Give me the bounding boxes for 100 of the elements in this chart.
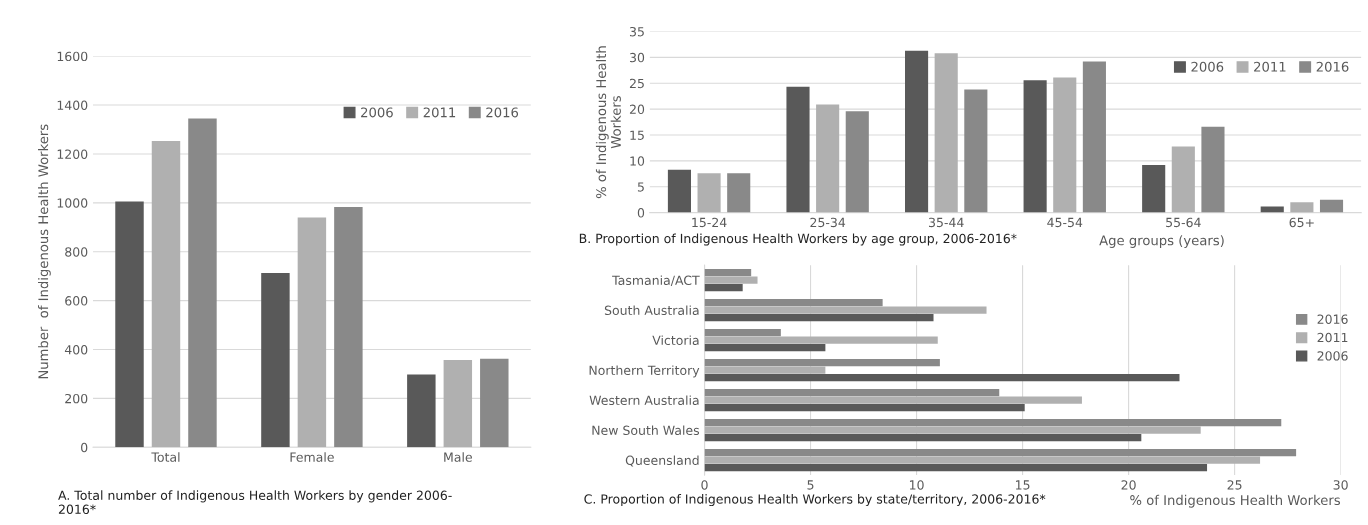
legend-label: 2006	[1191, 61, 1224, 72]
x-tick-label: 10	[909, 480, 924, 490]
bar	[443, 360, 473, 448]
y-tick-label: 35	[629, 26, 644, 37]
bar	[334, 207, 363, 448]
x-axis-title: % of Indigenous Health Workers	[1130, 494, 1340, 508]
bar	[667, 169, 691, 213]
x-tick-label: 35-44	[928, 217, 964, 228]
bar	[115, 201, 144, 448]
legend-label: 2016	[1317, 314, 1348, 324]
bar	[964, 89, 988, 213]
bar	[480, 358, 509, 448]
y-tick-label: 30	[629, 52, 645, 63]
bar	[704, 426, 1201, 434]
bar	[1142, 165, 1166, 213]
bar	[704, 344, 826, 352]
bar	[1201, 126, 1225, 213]
y-tick-label: South Australia	[604, 305, 699, 316]
y-tick-label: Victoria	[652, 335, 699, 346]
x-tick-label: 65+	[1289, 217, 1314, 228]
bar	[786, 86, 810, 213]
y-tick-label: 800	[65, 247, 88, 257]
bar	[297, 217, 327, 448]
y-tick-label: Western Australia	[589, 395, 699, 406]
bar	[704, 299, 883, 307]
bar	[151, 141, 181, 448]
y-tick-label: 0	[637, 208, 645, 218]
bar	[704, 359, 940, 367]
y-tick-label: 1000	[57, 198, 88, 208]
y-tick-label: 400	[64, 344, 88, 355]
y-tick-label: Northern Territory	[589, 365, 700, 378]
bar	[697, 173, 721, 213]
y-tick-label: 1400	[57, 100, 88, 110]
y-axis-title: Number of Indigenous Health Workers	[38, 124, 51, 379]
y-tick-label: 200	[65, 393, 88, 404]
y-tick-label: 1200	[57, 149, 88, 159]
bar	[704, 464, 1208, 472]
bar	[704, 284, 743, 292]
x-tick-label: 0	[701, 480, 708, 490]
y-tick-label: 10	[630, 156, 645, 166]
bar	[1319, 199, 1344, 213]
bar	[1171, 146, 1195, 213]
y-tick-label: 5	[637, 182, 644, 192]
bar	[704, 419, 1282, 427]
x-tick-label: 55-64	[1166, 217, 1201, 228]
bar	[704, 306, 987, 314]
bar	[1260, 206, 1284, 213]
x-tick-label: 15	[1016, 480, 1030, 490]
bar	[407, 374, 436, 448]
legend-label: 2011	[1317, 332, 1348, 343]
x-tick-label: 15-24	[692, 217, 727, 228]
y-tick-label: 25	[629, 78, 644, 89]
bar	[845, 111, 869, 213]
legend-label: 2011	[1254, 61, 1286, 72]
x-tick-label: 25-34	[810, 217, 846, 228]
x-tick-label: 5	[807, 480, 814, 490]
legend-label: 2006	[1317, 351, 1348, 361]
y-axis-title: % of Indigenous Health Workers	[595, 46, 621, 199]
y-tick-label: New South Wales	[592, 425, 700, 436]
legend-label: 2006	[361, 107, 393, 118]
y-tick-label: 600	[65, 296, 88, 306]
bar	[704, 389, 1000, 397]
x-tick-label: Total	[151, 452, 180, 462]
bar	[704, 336, 938, 344]
bar	[905, 50, 929, 213]
bar	[704, 276, 758, 284]
x-tick-label: Female	[290, 452, 334, 462]
bar	[1082, 61, 1106, 213]
bar	[704, 269, 752, 277]
text: A. Total number of Indigenous Health Workers by gender 2006- 2016*	[58, 490, 452, 514]
x-tick-label: 25	[1227, 480, 1242, 490]
bar	[704, 434, 1142, 442]
bar	[816, 104, 840, 213]
legend-label: 2016	[486, 107, 519, 118]
text: B. Proportion of Indigenous Health Workers by age group, 2006-2016*	[579, 233, 1017, 246]
bar	[704, 329, 781, 337]
x-axis-title: Age groups (years)	[1099, 235, 1224, 248]
bar	[727, 173, 751, 213]
bar	[261, 273, 290, 448]
y-tick-label: 15	[630, 130, 644, 140]
bar	[704, 366, 826, 374]
bar	[934, 53, 958, 213]
bar	[1290, 202, 1314, 213]
y-tick-label: Tasmania/ACT	[612, 275, 700, 287]
y-tick-label: Queensland	[625, 455, 699, 467]
bar	[704, 404, 1025, 412]
bar	[704, 456, 1261, 464]
legend-label: 2011	[423, 107, 456, 118]
x-tick-label: 20	[1121, 480, 1136, 490]
bar	[704, 314, 934, 322]
x-tick-label: 30	[1333, 480, 1348, 490]
legend-label: 2016	[1316, 61, 1349, 72]
y-tick-label: 1600	[57, 51, 88, 62]
bar	[1023, 80, 1047, 213]
bar	[188, 118, 217, 448]
text: C. Proportion of Indigenous Health Workers by state/territory, 2006-2016*	[584, 494, 1046, 507]
x-tick-label: Male	[444, 452, 472, 462]
bar	[1053, 77, 1077, 213]
y-tick-label: 20	[629, 104, 645, 115]
bar	[704, 449, 1297, 457]
